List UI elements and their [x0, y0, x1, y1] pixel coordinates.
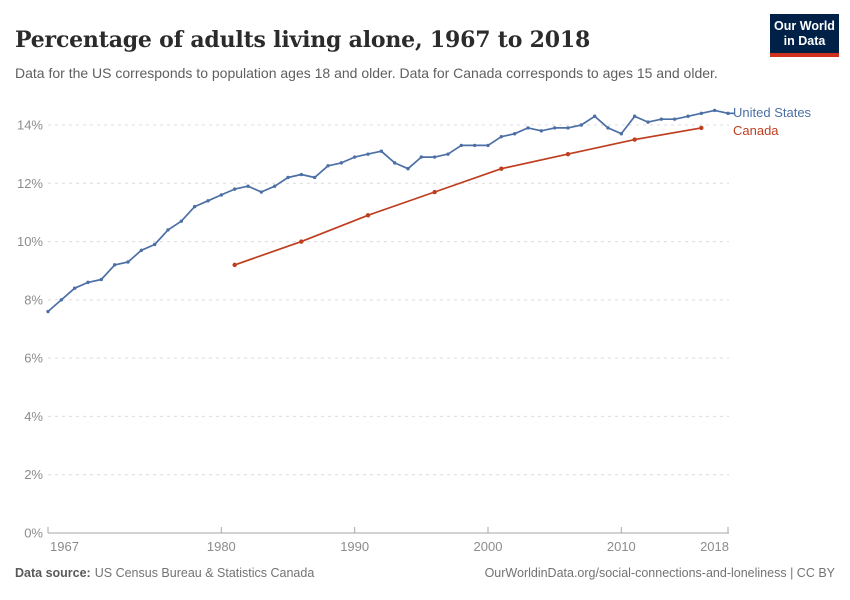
- data-point-united-states[interactable]: [192, 204, 197, 209]
- data-point-united-states[interactable]: [632, 114, 637, 118]
- data-point-united-states[interactable]: [99, 277, 104, 282]
- data-point-united-states[interactable]: [59, 298, 64, 302]
- y-tick-label: 0%: [24, 526, 43, 541]
- data-point-united-states[interactable]: [606, 126, 610, 130]
- owid-logo-line2: in Data: [783, 34, 826, 48]
- data-point-united-states[interactable]: [206, 199, 210, 203]
- data-point-united-states[interactable]: [179, 219, 184, 223]
- data-point-united-states[interactable]: [686, 114, 690, 118]
- data-source-label: Data source:: [15, 566, 91, 580]
- data-point-united-states[interactable]: [499, 134, 504, 139]
- data-point-united-states[interactable]: [339, 161, 344, 165]
- y-tick-label: 2%: [24, 467, 43, 482]
- data-point-canada[interactable]: [632, 137, 637, 142]
- data-point-united-states[interactable]: [326, 164, 330, 168]
- data-point-united-states[interactable]: [472, 143, 477, 148]
- owid-logo[interactable]: Our World in Data: [770, 14, 839, 57]
- data-point-united-states[interactable]: [392, 161, 397, 165]
- data-point-united-states[interactable]: [259, 190, 264, 194]
- chart-footer: Data source: US Census Bureau & Statistic…: [15, 566, 835, 580]
- data-point-united-states[interactable]: [526, 126, 530, 130]
- y-tick-label: 4%: [24, 409, 43, 424]
- data-point-united-states[interactable]: [86, 280, 90, 285]
- data-point-united-states[interactable]: [712, 108, 717, 113]
- x-tick-label: 1990: [340, 539, 369, 554]
- data-point-united-states[interactable]: [219, 193, 224, 197]
- data-point-united-states[interactable]: [112, 263, 117, 267]
- data-point-united-states[interactable]: [446, 152, 450, 156]
- owid-logo-stripe: [770, 53, 839, 57]
- legend-united-states[interactable]: United States: [733, 105, 812, 121]
- data-point-united-states[interactable]: [726, 111, 730, 116]
- data-point-united-states[interactable]: [552, 126, 557, 130]
- data-point-united-states[interactable]: [152, 242, 157, 247]
- data-point-united-states[interactable]: [366, 152, 370, 156]
- data-point-canada[interactable]: [232, 262, 237, 268]
- page-title: Percentage of adults living alone, 1967 …: [15, 26, 591, 53]
- data-point-united-states[interactable]: [539, 129, 544, 133]
- data-point-united-states[interactable]: [166, 228, 170, 232]
- data-point-united-states[interactable]: [299, 172, 304, 177]
- series-line-canada[interactable]: [233, 127, 703, 266]
- legend-canada[interactable]: Canada: [733, 123, 779, 139]
- y-tick-label: 10%: [17, 234, 43, 249]
- data-point-united-states[interactable]: [459, 143, 464, 148]
- chart-subtitle: Data for the US corresponds to populatio…: [15, 65, 718, 81]
- data-point-united-states[interactable]: [126, 260, 130, 264]
- data-point-united-states[interactable]: [659, 117, 664, 121]
- data-point-united-states[interactable]: [699, 111, 704, 116]
- data-point-united-states[interactable]: [46, 309, 50, 314]
- data-point-united-states[interactable]: [566, 126, 570, 130]
- data-point-united-states[interactable]: [486, 143, 490, 148]
- data-point-united-states[interactable]: [592, 114, 597, 118]
- y-tick-label: 6%: [24, 351, 43, 366]
- footer-divider: |: [786, 566, 797, 580]
- data-point-canada[interactable]: [432, 189, 437, 195]
- data-point-united-states[interactable]: [619, 132, 624, 136]
- data-point-united-states[interactable]: [272, 184, 277, 188]
- data-point-united-states[interactable]: [406, 167, 410, 171]
- data-point-canada[interactable]: [699, 125, 704, 131]
- data-point-united-states[interactable]: [286, 175, 290, 180]
- data-source-text: US Census Bureau & Statistics Canada: [94, 566, 315, 580]
- x-tick-label: 2010: [607, 539, 636, 554]
- data-point-united-states[interactable]: [246, 184, 250, 188]
- y-tick-label: 8%: [24, 292, 43, 307]
- data-point-canada[interactable]: [299, 239, 304, 244]
- data-point-united-states[interactable]: [646, 120, 650, 124]
- data-point-canada[interactable]: [565, 151, 571, 157]
- data-point-united-states[interactable]: [352, 155, 357, 159]
- data-point-united-states[interactable]: [139, 248, 144, 253]
- x-tick-label: 1967: [50, 539, 79, 554]
- data-point-united-states[interactable]: [672, 117, 677, 121]
- x-tick-label: 1980: [207, 539, 236, 554]
- data-point-united-states[interactable]: [312, 175, 317, 180]
- data-point-canada[interactable]: [499, 166, 504, 171]
- series-line-united-states[interactable]: [47, 109, 729, 313]
- owid-url-link[interactable]: OurWorldinData.org/social-connections-an…: [484, 566, 787, 580]
- owid-logo-line1: Our World: [774, 19, 835, 33]
- data-point-united-states[interactable]: [432, 155, 437, 159]
- data-point-canada[interactable]: [365, 213, 371, 218]
- license-badge: CC BY: [796, 566, 835, 580]
- data-source: Data source: US Census Bureau & Statistic…: [15, 566, 314, 580]
- footer-attribution: OurWorldinData.org/social-connections-an…: [485, 566, 835, 580]
- x-tick-label: 2018: [700, 539, 729, 554]
- data-point-united-states[interactable]: [512, 132, 517, 136]
- owid-logo-text: Our World in Data: [770, 14, 839, 53]
- data-point-united-states[interactable]: [232, 187, 237, 191]
- data-point-united-states[interactable]: [579, 123, 584, 127]
- data-point-united-states[interactable]: [72, 286, 77, 290]
- data-point-united-states[interactable]: [379, 149, 384, 153]
- y-tick-label: 14%: [17, 118, 43, 133]
- x-tick-label: 2000: [474, 539, 503, 554]
- data-point-united-states[interactable]: [419, 155, 424, 159]
- y-tick-label: 12%: [17, 176, 43, 191]
